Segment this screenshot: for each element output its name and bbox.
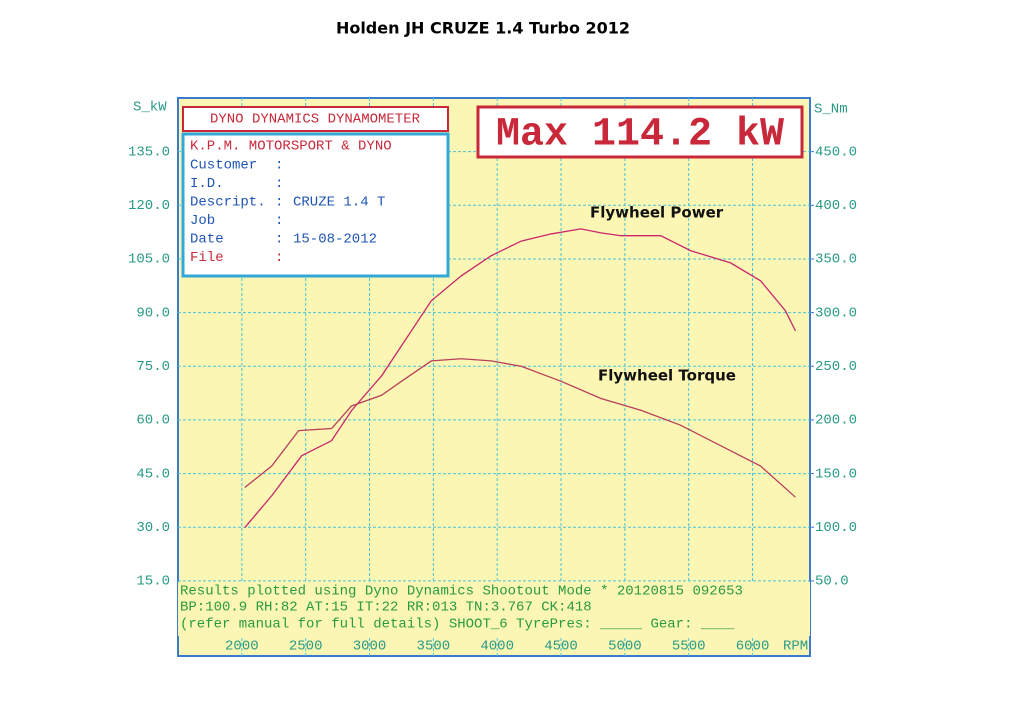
x-tick-label: 6000 (736, 639, 770, 655)
max-label: Max 114.2 kW (496, 113, 784, 158)
info-label: I.D. (190, 176, 224, 192)
info-label: Job (190, 213, 215, 229)
footer-box (178, 582, 810, 636)
y2-tick-label: 100.0 (815, 520, 857, 536)
y-tick-label: 105.0 (128, 252, 170, 268)
info-label: Date (190, 232, 224, 248)
x-tick-label: 2500 (289, 639, 323, 655)
y-tick-label: 45.0 (136, 466, 170, 482)
y-tick-label: 120.0 (128, 198, 170, 214)
y-tick-label: 30.0 (136, 520, 170, 536)
x-tick-label: 5000 (608, 639, 642, 655)
x-axis-unit: RPM (783, 639, 808, 655)
series-label: Flywheel Power (590, 204, 724, 222)
info-label: File (190, 250, 224, 266)
max-box (476, 105, 804, 159)
y-tick-label: 60.0 (136, 413, 170, 429)
footer-line: Results plotted using Dyno Dynamics Shoo… (180, 584, 743, 600)
y-axis-label: S_kW (133, 100, 167, 116)
series-line (244, 358, 796, 498)
header: DYNO DYNAMICS DYNAMOMETER (210, 112, 421, 128)
info-colon: : (275, 176, 283, 192)
info-fields: Customer: I.D.: Descript.: CRUZE 1.4 T Job: D… (190, 158, 385, 267)
footer-line: (refer manual for full details) SHOOT_6 … (180, 617, 735, 633)
y-tick-label: 90.0 (136, 305, 170, 321)
x-tick-label: 5500 (672, 639, 706, 655)
info-colon: : (275, 250, 283, 266)
x-tick-label: 3000 (353, 639, 387, 655)
y2-tick-label: 400.0 (815, 198, 857, 214)
info-label: Descript. (190, 195, 266, 211)
info-colon: : (275, 213, 283, 229)
info-value: CRUZE 1.4 T (293, 195, 385, 211)
info-colon: : (275, 195, 283, 211)
y2-tick-label: 250.0 (815, 359, 857, 375)
x-tick-label: 2000 (225, 639, 259, 655)
x-tick-label: 4000 (480, 639, 514, 655)
y2-tick-label: 150.0 (815, 466, 857, 482)
y-tick-label: 135.0 (128, 144, 170, 160)
y2-axis-label: S_Nm (814, 102, 848, 118)
series-label: Flywheel Torque (598, 367, 736, 385)
y-tick-label: 15.0 (136, 574, 170, 590)
footer-line: BP:100.9 RH:82 AT:15 IT:22 RR:013 TN:3.7… (180, 600, 592, 616)
info-colon: : (275, 232, 283, 248)
x-tick-label: 4500 (544, 639, 578, 655)
y-tick-label: 75.0 (136, 359, 170, 375)
info-heading: K.P.M. MOTORSPORT & DYNO (190, 139, 392, 155)
header-box (182, 106, 449, 132)
info-label: Customer (190, 158, 257, 174)
y2-tick-label: 200.0 (815, 413, 857, 429)
chart-title: Holden JH CRUZE 1.4 Turbo 2012 (336, 19, 630, 38)
y2-tick-label: 50.0 (815, 574, 849, 590)
info-value: 15-08-2012 (293, 232, 377, 248)
x-tick-label: 3500 (417, 639, 451, 655)
series-line (244, 228, 797, 529)
curves (244, 228, 797, 529)
info-colon: : (275, 158, 283, 174)
y2-tick-label: 450.0 (815, 144, 857, 160)
y2-tick-label: 300.0 (815, 305, 857, 321)
info-box (181, 132, 450, 278)
y2-tick-label: 350.0 (815, 252, 857, 268)
